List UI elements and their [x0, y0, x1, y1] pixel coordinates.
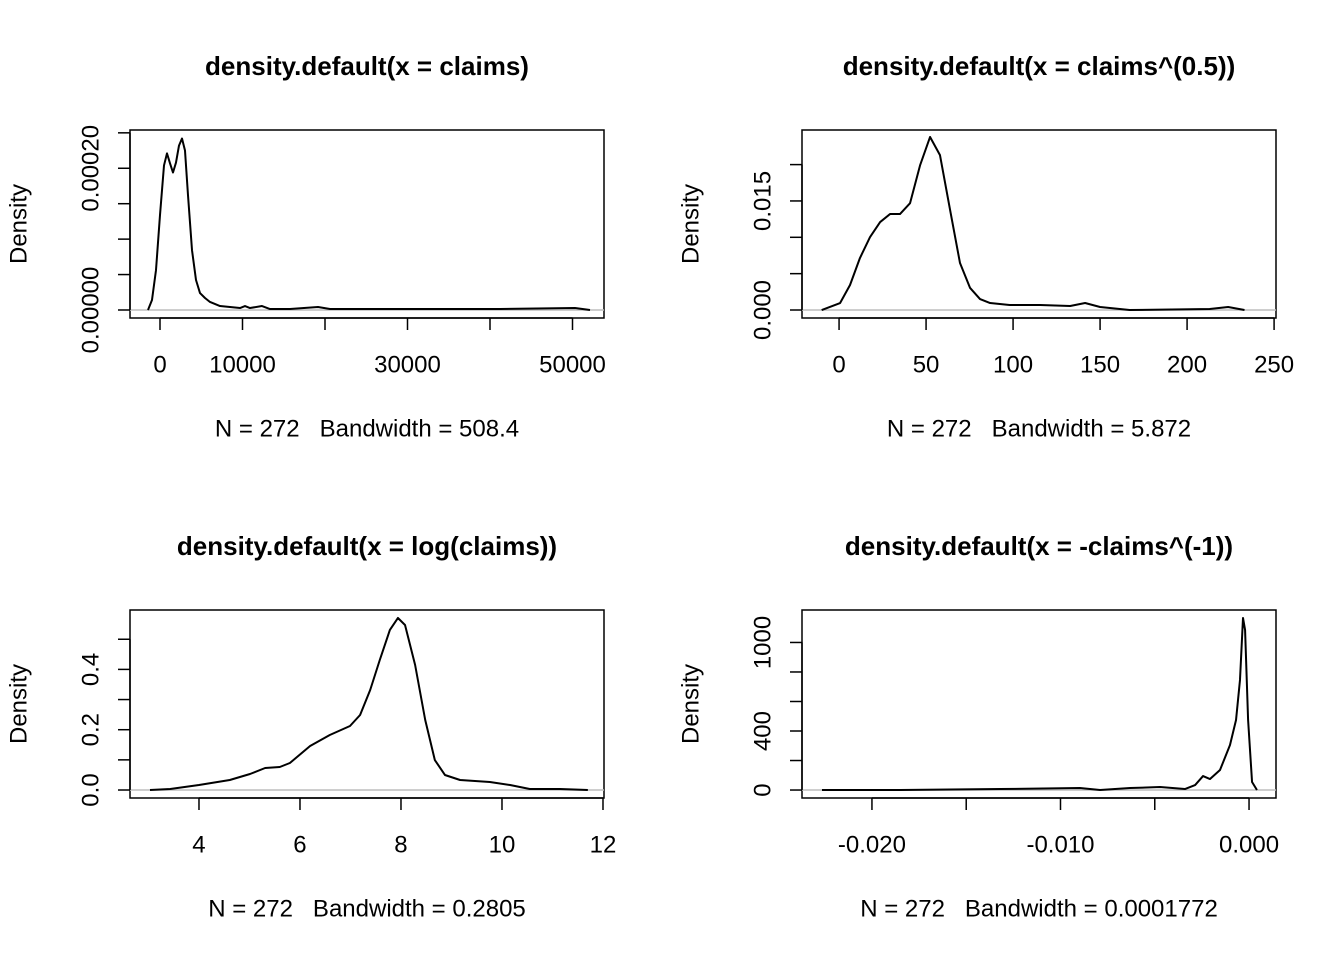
x-tick-label: 0.000 [1219, 831, 1279, 858]
chart-title: density.default(x = log(claims)) [177, 531, 557, 561]
x-tick-label: 8 [394, 831, 407, 858]
plot-box [129, 129, 605, 319]
x-tick-label: 0 [832, 351, 845, 378]
y-tick-label: 0.00000 [77, 267, 104, 354]
x-tick-label: -0.010 [1026, 831, 1094, 858]
chart-title: density.default(x = claims) [205, 51, 529, 81]
y-tick-label: 1000 [749, 616, 776, 669]
plot-box [801, 609, 1277, 799]
x-tick-label: 30000 [374, 351, 441, 378]
y-axis-label: Density [677, 664, 704, 744]
x-tick-label: 50000 [539, 351, 606, 378]
chart-title: density.default(x = -claims^(-1)) [845, 531, 1233, 561]
y-tick-label: 0 [749, 783, 776, 796]
x-axis-label: N = 272 Bandwidth = 0.2805 [208, 895, 526, 922]
x-tick-label: 12 [590, 831, 617, 858]
chart-title: density.default(x = claims^(0.5)) [843, 51, 1236, 81]
x-tick-label: 100 [993, 351, 1033, 378]
y-tick-label: 0.000 [749, 280, 776, 340]
density-line [149, 616, 588, 792]
y-tick-label: 0.4 [77, 653, 104, 686]
x-tick-label: 150 [1080, 351, 1120, 378]
y-axis-label: Density [677, 184, 704, 264]
plot-box [801, 129, 1277, 319]
density-line [147, 137, 591, 311]
x-tick-label: 0 [153, 351, 166, 378]
y-axis-label: Density [5, 664, 32, 744]
x-tick-label: -0.020 [838, 831, 906, 858]
x-axis-label: N = 272 Bandwidth = 5.872 [887, 415, 1191, 442]
y-tick-label: 0.015 [749, 171, 776, 231]
x-tick-label: 250 [1254, 351, 1294, 378]
x-tick-label: 10000 [209, 351, 276, 378]
x-tick-label: 6 [293, 831, 306, 858]
x-tick-label: 200 [1167, 351, 1207, 378]
x-axis-label: N = 272 Bandwidth = 508.4 [215, 415, 519, 442]
plot-box [129, 609, 605, 799]
density-line [821, 616, 1258, 792]
y-tick-label: 0.00020 [77, 125, 104, 212]
y-tick-label: 0.0 [77, 773, 104, 806]
x-axis-label: N = 272 Bandwidth = 0.0001772 [860, 895, 1218, 922]
x-tick-label: 50 [913, 351, 940, 378]
y-axis-label: Density [5, 184, 32, 264]
x-tick-label: 10 [489, 831, 516, 858]
y-tick-label: 0.2 [77, 713, 104, 746]
density-line [821, 135, 1245, 312]
x-tick-label: 4 [192, 831, 205, 858]
y-tick-label: 400 [749, 711, 776, 751]
